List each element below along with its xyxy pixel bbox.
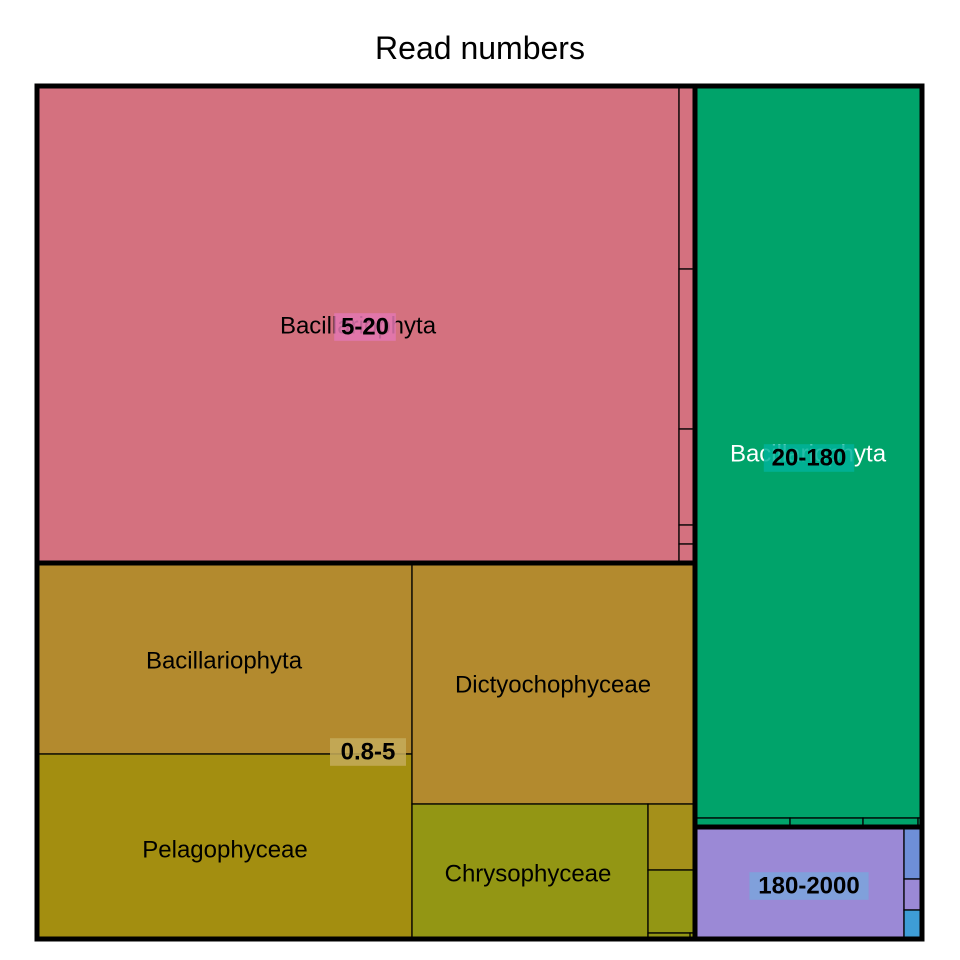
- tile-label-pelagophyceae-1: Pelagophyceae: [142, 836, 307, 863]
- chart-title: Read numbers: [375, 30, 585, 66]
- tile-subtile-4: [647, 803, 696, 871]
- tile-dictyochophyceae-2: [411, 562, 696, 805]
- group-label-bg-0-8-5-2: [330, 738, 406, 766]
- group-border-180-2000-3: [692, 824, 925, 942]
- tile-bacillariophyta-0: [36, 562, 413, 755]
- group-label-5-20-0: 5-20: [341, 313, 389, 340]
- group-label-bg-5-20-0: [334, 313, 396, 341]
- tile-subtile-1: [903, 826, 923, 880]
- tile-subtile-3: [903, 909, 923, 940]
- group-label-20-180-1: 20-180: [772, 444, 847, 471]
- tile-label-dictyochophyceae-2: Dictyochophyceae: [455, 671, 651, 698]
- tile-pelagophyceae-1: [36, 753, 413, 940]
- tile-label-chrysophyceae-3: Chrysophyceae: [445, 860, 612, 887]
- group-label-0-8-5-2: 0.8-5: [341, 738, 396, 765]
- group-label-bg-180-2000-3: [749, 872, 869, 900]
- group-0-8-5-2: [36, 562, 696, 940]
- tile-subtile-5: [647, 869, 696, 934]
- tile-label-bacillariophyta-0: Bacillariophyta: [146, 647, 303, 674]
- group-label-bg-20-180-1: [763, 444, 855, 472]
- group-border-0-8-5-2: [34, 560, 698, 942]
- group-label-180-2000-3: 180-2000: [758, 872, 859, 899]
- tile-subtile-2: [903, 878, 923, 911]
